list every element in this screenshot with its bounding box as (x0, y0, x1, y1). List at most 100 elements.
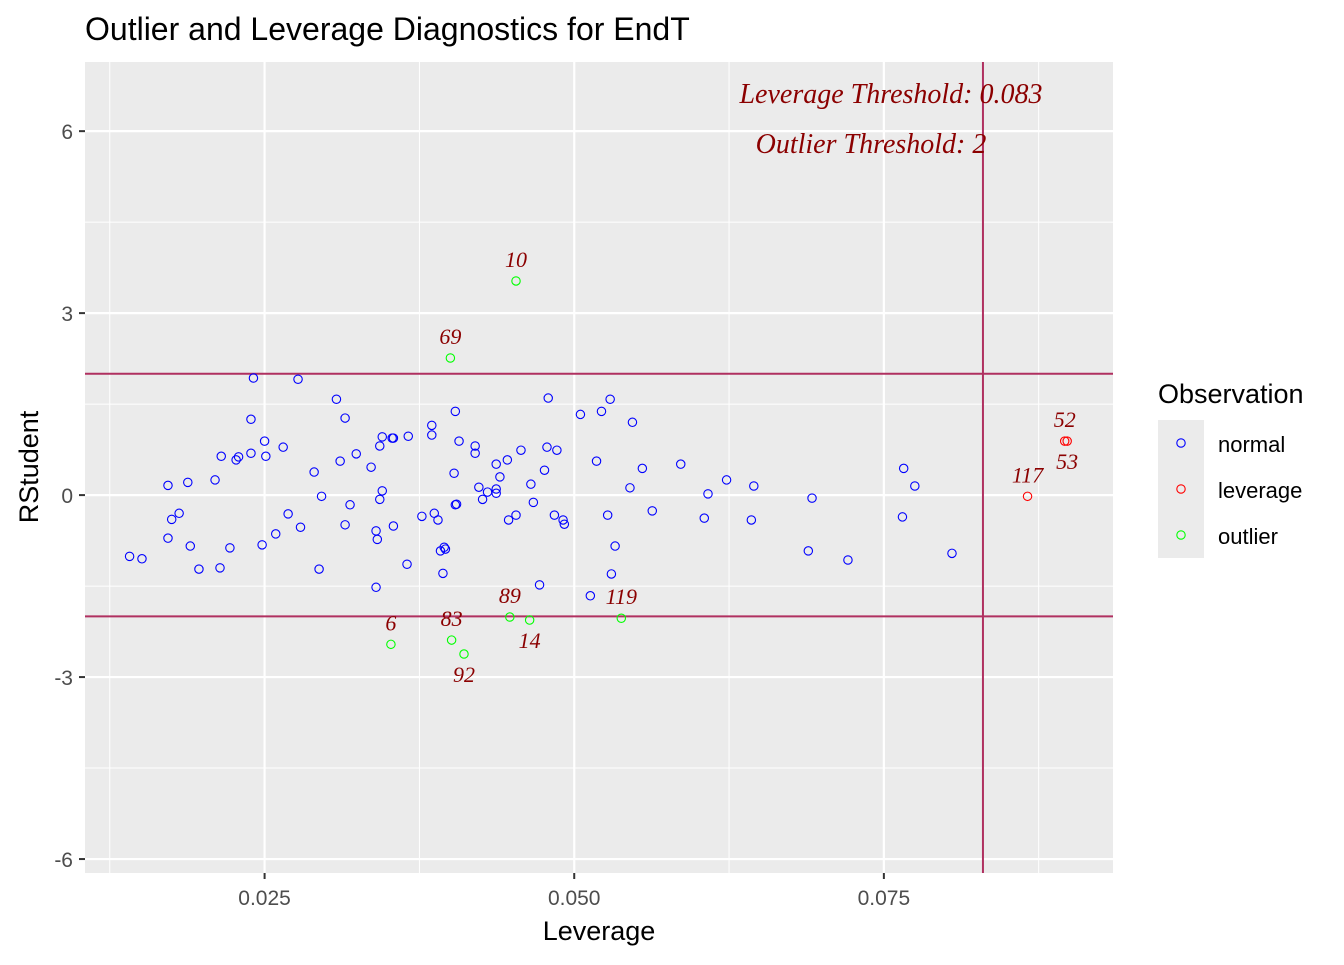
point-normal (388, 433, 399, 443)
point-normal (502, 455, 513, 465)
point-normal (746, 515, 757, 525)
point-normal (898, 463, 909, 474)
legend-key-background (1158, 420, 1204, 558)
point-normal (910, 481, 920, 491)
point-normal (278, 442, 288, 452)
point-normal (309, 467, 319, 477)
legend-key-leverage (1176, 484, 1186, 494)
point-outlier (511, 276, 521, 286)
point-normal (703, 489, 713, 499)
point-normal (491, 488, 501, 499)
points (124, 276, 1072, 659)
y-axis-label: RStudent (14, 410, 44, 523)
point-normal (293, 374, 303, 384)
x-axis-ticks: 0.025 0.050 0.075 (238, 873, 910, 910)
point-normal (231, 455, 241, 465)
point-normal (345, 500, 355, 510)
point-label: 14 (519, 628, 541, 653)
point-label: 117 (1012, 462, 1044, 487)
point-normal (449, 468, 459, 479)
point-normal (194, 564, 204, 574)
point-normal (637, 463, 648, 474)
point-leverage (1062, 436, 1072, 446)
legend-key-outlier (1176, 530, 1186, 540)
point-normal (283, 509, 293, 519)
point-normal (270, 529, 281, 539)
point-normal (259, 436, 270, 446)
point-normal (427, 430, 437, 440)
point-normal (474, 482, 484, 492)
point-normal (558, 515, 568, 525)
point-normal (591, 456, 602, 466)
point-leverage (1022, 491, 1033, 502)
point-label: 52 (1054, 407, 1076, 432)
point-normal (216, 451, 226, 462)
x-tick-label: 0.025 (238, 887, 291, 910)
leverage-threshold-label: Leverage Threshold: 0.083 (738, 79, 1042, 110)
point-normal (314, 564, 324, 574)
outlier-threshold-label: Outlier Threshold: 2 (756, 129, 987, 160)
plot-panel (85, 62, 1113, 873)
point-label: 53 (1056, 449, 1078, 474)
legend-label-normal: normal (1218, 432, 1285, 457)
y-tick-label: -3 (54, 667, 73, 690)
legend-title: Observation (1158, 379, 1304, 409)
point-normal (539, 465, 550, 475)
point-normal (166, 514, 177, 525)
point-normal (316, 491, 327, 502)
point-normal (375, 494, 385, 505)
point-normal (602, 510, 613, 520)
point-label: 69 (439, 324, 461, 349)
point-normal (295, 522, 306, 532)
point-outlier (445, 353, 456, 363)
legend-key-normal (1176, 438, 1186, 448)
point-normal (549, 510, 560, 520)
point-normal (185, 541, 196, 551)
point-normal (516, 445, 526, 455)
point-outlier (616, 613, 627, 623)
point-normal (433, 515, 443, 525)
point-normal (388, 521, 399, 531)
x-axis-label: Leverage (543, 916, 656, 946)
legend-label-outlier: outlier (1218, 524, 1278, 549)
point-label: 6 (385, 610, 396, 635)
grid (85, 62, 1113, 873)
point-normal (721, 475, 732, 485)
point-leverage (1059, 436, 1070, 446)
point-normal (438, 568, 448, 579)
y-tick-label: 6 (61, 121, 73, 144)
point-normal (377, 486, 388, 496)
point-normal (403, 431, 414, 442)
point-normal (552, 445, 562, 455)
point-normal (451, 499, 462, 509)
y-tick-label: -6 (54, 849, 73, 872)
point-normal (526, 479, 536, 489)
point-outlier (524, 615, 535, 625)
point-normal (807, 493, 817, 503)
point-normal (137, 554, 147, 564)
point-normal (503, 515, 514, 525)
threshold-lines (85, 62, 1113, 873)
point-normal (174, 508, 184, 519)
point-normal (843, 555, 853, 565)
point-normal (377, 432, 388, 442)
point-normal (257, 540, 267, 550)
point-normal (542, 442, 552, 452)
point-normal (210, 475, 220, 485)
point-normal (261, 451, 271, 462)
point-normal (495, 472, 505, 482)
point-normal (559, 519, 570, 529)
point-normal (366, 462, 376, 472)
point-normal (402, 559, 412, 569)
point-label: 92 (453, 662, 475, 687)
y-axis-ticks: -6 -3 0 3 6 (54, 121, 85, 872)
legend-label-leverage: leverage (1218, 478, 1302, 503)
point-normal (675, 459, 686, 469)
point-normal (335, 456, 345, 466)
point-normal (647, 506, 658, 516)
point-normal (233, 452, 244, 462)
point-normal (340, 413, 350, 423)
point-label: 10 (505, 247, 527, 272)
point-normal (543, 393, 553, 403)
point-normal (749, 481, 759, 491)
